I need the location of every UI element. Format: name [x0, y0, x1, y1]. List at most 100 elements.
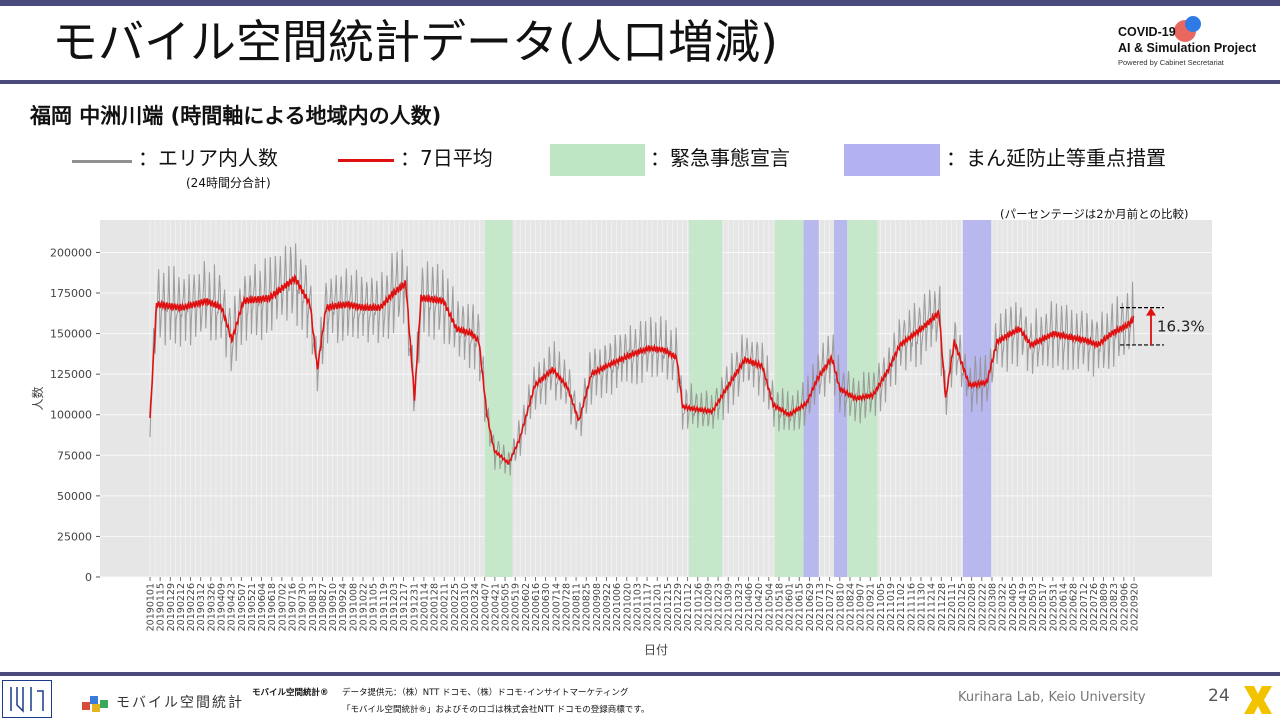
footer-lab-name: Kurihara Lab, Keio University [958, 690, 1146, 705]
x-tick-label: 20200602 [521, 583, 532, 631]
x-tick-label: 20200714 [551, 583, 562, 631]
y-tick-label: 175000 [50, 287, 92, 300]
keio-lab-logo-icon [10, 687, 44, 713]
x-tick-label: 20220111 [947, 583, 958, 631]
mobile-stats-logo: モバイル空間統計 [80, 686, 242, 716]
x-tick-label: 20220531 [1048, 583, 1059, 631]
y-tick-label: 75000 [57, 449, 92, 462]
x-tick-label: 20200421 [490, 583, 501, 631]
x-tick-label: 20210406 [744, 583, 755, 631]
x-tick-label: 20201103 [632, 583, 643, 631]
x-tick-label: 20191203 [389, 583, 400, 631]
x-tick-label: 20210309 [724, 583, 735, 631]
x-tick-label: 20211130 [916, 583, 927, 631]
x-tick-label: 20190813 [308, 583, 319, 631]
plot-background [100, 220, 1212, 577]
x-tick-label: 20200310 [460, 583, 471, 631]
x-tick-label: 20190618 [267, 583, 278, 631]
x-tick-label: 20210518 [774, 583, 785, 631]
footer-credit-provider: データ提供元：（株）NTT ドコモ、（株）ドコモ･インサイトマーケティング [342, 688, 629, 698]
legend-priority-label: ：まん延防止等重点措置 [946, 146, 1166, 170]
y-tick-label: 100000 [50, 409, 92, 422]
x-tick-label: 20210629 [805, 583, 816, 631]
x-tick-label: 20220628 [1069, 583, 1080, 631]
x-tick-label: 20210601 [785, 583, 796, 631]
x-tick-label: 20190129 [166, 583, 177, 631]
x-tick-label: 20201117 [643, 583, 654, 631]
x-tick-label: 20220823 [1109, 583, 1120, 631]
x-tick-label: 20220517 [1038, 583, 1049, 631]
legend-avg-label: ：7日平均 [400, 146, 493, 170]
x-tick-label: 20220712 [1079, 583, 1090, 631]
x-tick-label: 20220322 [998, 583, 1009, 631]
seven-day-average-series [149, 273, 1135, 465]
footer-divider [0, 672, 1280, 676]
x-tick-label: 20200225 [450, 583, 461, 631]
slide-title: モバイル空間統計データ(人口増減) [52, 15, 778, 69]
x-tick-label: 20200324 [470, 583, 481, 631]
legend-emergency-label: ：緊急事態宣言 [650, 146, 790, 170]
x-tick-label: 20190507 [237, 583, 248, 631]
x-tick-label: 20210713 [815, 583, 826, 631]
x-tick-label: 20190521 [247, 583, 258, 631]
x-tick-label: 20191119 [379, 583, 390, 631]
y-tick-label: 25000 [57, 530, 92, 543]
x-tick-label: 20200407 [480, 583, 491, 631]
x-tick-label: 20210112 [683, 583, 694, 631]
legend-daily-label: ：エリア内人数 [138, 146, 278, 170]
x-tick-label: 20211228 [937, 583, 948, 631]
x-tick-label: 20200908 [592, 583, 603, 631]
x-tick-label: 20190924 [338, 583, 349, 631]
x-tick-label: 20200922 [602, 583, 613, 631]
x-tick-label: 20210824 [845, 583, 856, 631]
y-tick-label: 50000 [57, 490, 92, 503]
x-tick-label: 20210209 [703, 583, 714, 631]
annotation-percent-label: 16.3% [1157, 317, 1205, 335]
page-number: 24 [1208, 686, 1230, 706]
y-axis-label: 人数 [30, 386, 45, 410]
x-tick-label: 20201020 [622, 583, 633, 631]
x-tick-label: 20210126 [693, 583, 704, 631]
x-tick-label: 20210420 [754, 583, 765, 631]
x-tick-label: 20190910 [328, 583, 339, 631]
x-tick-label: 20220614 [1058, 583, 1069, 631]
x-tick-label: 20210504 [764, 583, 775, 631]
x-tick-label: 20220809 [1099, 583, 1110, 631]
x-tick-label: 20211116 [906, 583, 917, 631]
logo-line1: COVID-19 [1118, 25, 1176, 39]
x-tick-label: 20210810 [835, 583, 846, 631]
x-tick-label: 20190730 [298, 583, 309, 631]
emergency-period-band [484, 220, 513, 577]
x-tick-label: 20190716 [288, 583, 299, 631]
x-tick-label: 20191008 [348, 583, 359, 631]
x-tick-label: 20220920 [1130, 583, 1141, 631]
x-tick-label: 20200630 [541, 583, 552, 631]
covid-project-logo: COVID-19 AI & Simulation Project Powered… [1118, 16, 1278, 72]
population-chart: 0 25000 50000 75000 100000 125000 150000 175000… [30, 220, 1212, 657]
x-tick-label: 20190604 [257, 583, 268, 631]
x-tick-label: 20210323 [734, 583, 745, 631]
x-tick-label: 20200825 [582, 583, 593, 631]
x-tick-label: 20210615 [795, 583, 806, 631]
percent-note: (パーセンテージは2か月前との比較) [1000, 207, 1189, 221]
x-tick-label: 20190312 [196, 583, 207, 631]
x-tick-label: 20190101 [146, 583, 157, 631]
mobile-stats-text: モバイル空間統計 [116, 695, 244, 711]
x-tick-label: 20210907 [856, 583, 867, 631]
legend-emergency-swatch [550, 144, 645, 176]
y-tick-label: 0 [85, 571, 92, 584]
x-tick-label: 20211102 [896, 583, 907, 631]
x-tick-label: 20211214 [927, 583, 938, 631]
mobile-stats-blocks-icon [82, 696, 108, 712]
legend-priority-swatch [844, 144, 940, 176]
title-divider [0, 80, 1280, 84]
x-tick-label: 20200505 [501, 583, 512, 631]
x-tick-label: 20210921 [866, 583, 877, 631]
x-axis-label: 日付 [644, 643, 668, 657]
x-tick-label: 20210727 [825, 583, 836, 631]
legend-avg-swatch [338, 159, 394, 162]
x-tick-label: 20220308 [987, 583, 998, 631]
emergency-period-band [774, 220, 804, 577]
top-accent-bar [0, 0, 1280, 6]
x-tick-label: 20190326 [206, 583, 217, 631]
